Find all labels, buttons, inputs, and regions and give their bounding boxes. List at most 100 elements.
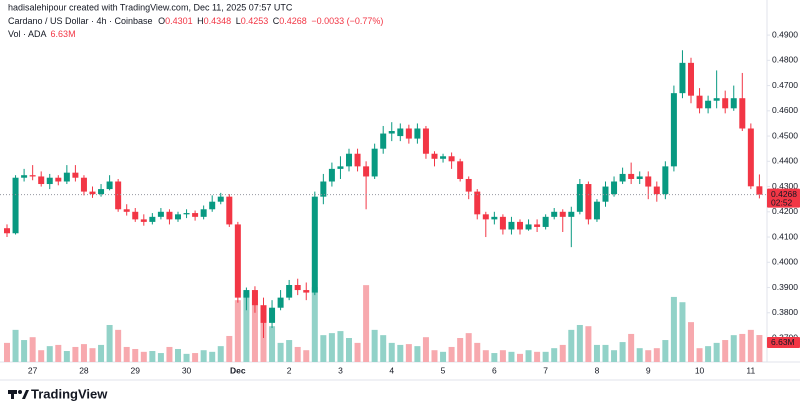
candle-body xyxy=(294,285,301,291)
x-tick-label: 7 xyxy=(543,365,548,375)
volume-bar xyxy=(149,351,156,362)
volume-bar xyxy=(38,350,45,362)
candle-body xyxy=(243,290,250,298)
y-tick-label: 0.4500 xyxy=(772,130,798,140)
candle-body xyxy=(722,98,729,109)
candle-body xyxy=(653,186,660,195)
volume-bar xyxy=(21,340,28,362)
x-tick-label: 8 xyxy=(595,365,600,375)
ohlc-value: 0.4253 xyxy=(241,16,269,26)
volume-value: 6.63M xyxy=(51,29,76,39)
x-tick-label: 6 xyxy=(492,365,497,375)
candle-body xyxy=(200,209,207,217)
volume-bar xyxy=(277,342,284,362)
candle-body xyxy=(72,172,79,178)
candle-body xyxy=(713,98,720,101)
candle-body xyxy=(286,285,293,298)
y-tick-label: 0.4100 xyxy=(772,231,798,241)
countdown-label: 02:52 xyxy=(771,197,793,207)
candle-body xyxy=(63,172,70,182)
ohlc-value: 0.4348 xyxy=(204,16,232,26)
candle-body xyxy=(4,228,10,234)
y-tick-label: 0.4400 xyxy=(772,156,798,166)
candle-body xyxy=(688,62,694,96)
candle-body xyxy=(739,98,746,129)
candle-body xyxy=(320,181,327,197)
ohlc-label: C xyxy=(273,16,280,26)
candle-body xyxy=(602,186,609,202)
volume-bar xyxy=(80,344,87,362)
candle-body xyxy=(499,216,506,230)
x-tick-label: 10 xyxy=(695,365,705,375)
volume-bar xyxy=(491,353,498,362)
volume-bar xyxy=(226,335,233,362)
volume-bar xyxy=(55,344,62,362)
volume-bar xyxy=(72,346,79,362)
volume-bar xyxy=(508,351,515,362)
candle-body xyxy=(311,196,318,293)
volume-bar xyxy=(157,353,164,362)
volume-bar xyxy=(474,342,481,362)
volume-bar xyxy=(209,351,216,362)
brand-logo: TradingView xyxy=(8,386,108,401)
volume-bar xyxy=(551,348,558,362)
candle-body xyxy=(354,153,361,167)
candle-body xyxy=(619,173,626,182)
volume-bar xyxy=(645,350,652,362)
candle-body xyxy=(363,166,370,177)
volume-bar xyxy=(294,346,301,362)
candle-body xyxy=(140,219,147,222)
volume-bar xyxy=(311,287,318,362)
candle-body xyxy=(525,224,532,230)
ohlc-value: 0.4268 xyxy=(279,16,307,26)
candle-body xyxy=(371,148,378,177)
brand-name: TradingView xyxy=(31,386,108,401)
ohlc-label: H xyxy=(197,16,204,26)
candle-body xyxy=(12,177,19,234)
candle-body xyxy=(149,216,156,222)
ohlc-label: L xyxy=(236,16,241,26)
candle-body xyxy=(55,177,62,182)
y-tick-label: 0.3900 xyxy=(772,282,798,292)
candle-body xyxy=(269,307,276,323)
candle-body xyxy=(705,100,712,109)
candle-body xyxy=(38,176,45,185)
candle-body xyxy=(628,173,635,179)
candle-body xyxy=(593,201,600,220)
candle-body xyxy=(636,176,643,179)
last-volume-box xyxy=(767,337,800,349)
volume-bar xyxy=(260,322,267,362)
change: −0.0033 (−0.77%) xyxy=(311,16,383,26)
volume-bar xyxy=(303,350,310,362)
volume-bar xyxy=(166,346,173,362)
x-tick-label: 29 xyxy=(131,365,141,375)
candle-body xyxy=(662,166,669,195)
candle-body xyxy=(80,177,87,192)
volume-bar xyxy=(397,344,404,362)
candle-body xyxy=(175,214,181,220)
y-tick-label: 0.4300 xyxy=(772,181,798,191)
volume-bar xyxy=(12,329,19,362)
candle-body xyxy=(328,168,335,182)
volume-bar xyxy=(63,351,70,362)
candle-body xyxy=(474,191,481,215)
volume-bar xyxy=(286,340,293,362)
ohlc-label: O xyxy=(158,16,165,26)
volume-bar xyxy=(568,329,575,362)
symbol-legend: Cardano / US Dollar · 4h · Coinbase O0.4… xyxy=(8,16,383,26)
candle-body xyxy=(46,177,53,185)
volume-bar xyxy=(619,342,626,362)
x-tick-label: 27 xyxy=(28,365,38,375)
candle-body xyxy=(397,128,404,137)
x-tick-label: 11 xyxy=(746,365,755,375)
candle-body xyxy=(29,175,36,177)
volume-bar xyxy=(183,353,190,362)
volume-bar xyxy=(585,326,592,362)
volume-bar xyxy=(688,322,694,362)
volume-bar xyxy=(465,333,472,362)
volume-bar xyxy=(140,351,147,362)
volume-bar xyxy=(251,298,258,362)
candle-body xyxy=(568,211,575,217)
